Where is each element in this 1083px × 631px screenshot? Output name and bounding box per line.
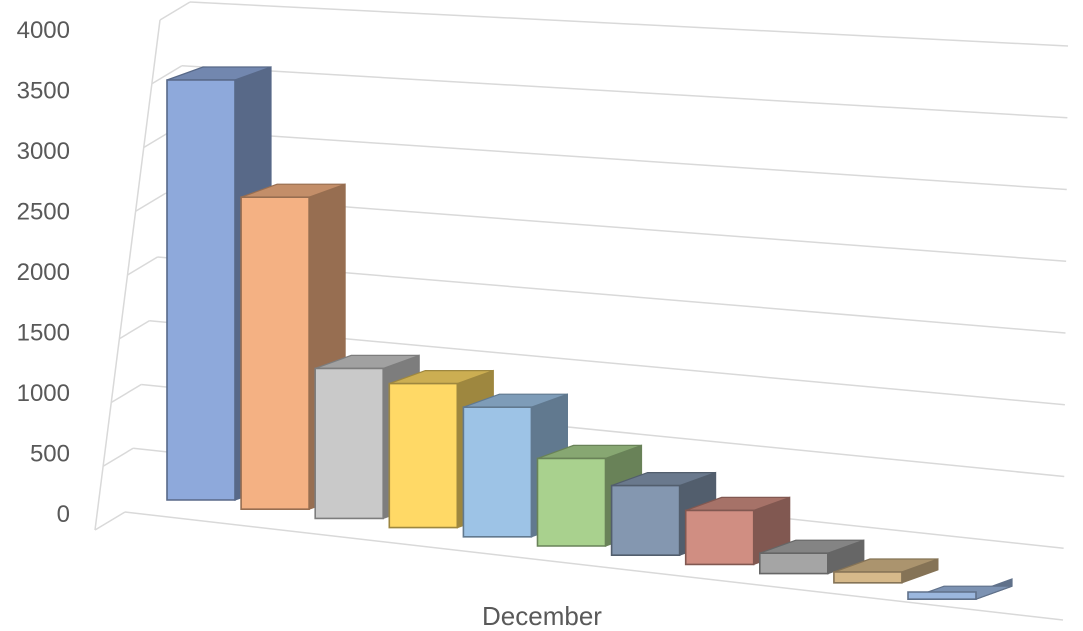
y-axis-ticks: 0 500 1000 1500 2000 2500 3000 3500 4000 [17,17,70,528]
y-tick-label: 0 [57,501,70,528]
bar-front-face [166,79,236,501]
side-gridline [127,256,158,276]
bar-front-face [462,406,533,538]
y-tick-label: 3500 [17,78,70,105]
gridline [173,128,1067,191]
side-gridline [135,192,167,212]
bar [833,558,939,584]
bar-front-face [833,571,903,584]
gridline [189,1,1069,47]
side-gridline [94,511,126,531]
side-gridline [159,1,191,21]
bar-front-face [388,382,459,529]
bar-front-face [240,196,310,511]
y-tick-label: 500 [30,441,70,468]
side-gridline [118,320,150,340]
bar [758,539,865,575]
bar-front-face [610,484,681,557]
bars [166,66,1013,601]
side-gridline [151,65,183,85]
bar-front-face [907,591,977,601]
bar-front-face [684,509,755,566]
side-gridline [110,383,142,404]
gridline [181,65,1068,119]
y-tick-label: 1000 [17,380,70,407]
y-tick-label: 3000 [17,138,70,165]
gridline [124,511,1064,621]
y-tick-label: 4000 [17,17,70,44]
x-axis-category-label: December [482,601,602,631]
y-tick-label: 2500 [17,199,70,226]
side-gridline [102,447,134,467]
bar-front-face [314,367,385,520]
bar [907,578,1013,601]
y-tick-label: 1500 [17,320,70,347]
bar-front-face [536,457,607,547]
side-wall-edge [94,19,161,531]
y-tick-label: 2000 [17,259,70,286]
bar-front-face [758,552,829,575]
